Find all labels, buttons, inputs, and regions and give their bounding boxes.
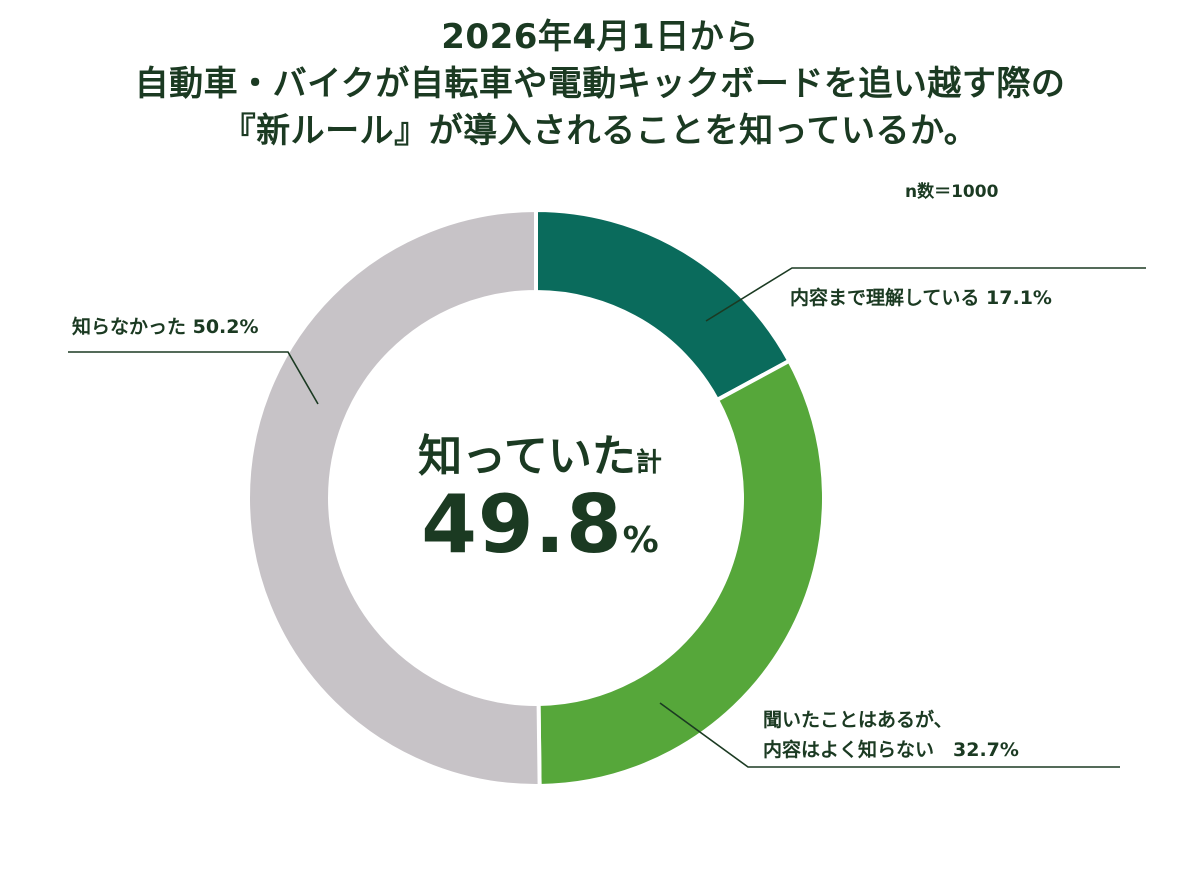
chart-title: 2026年4月1日から 自動車・バイクが自転車や電動キックボードを追い越す際の … [0,14,1200,155]
chart-title-line-1: 2026年4月1日から [441,17,759,57]
donut-slices [246,207,826,789]
slice-detail [534,207,792,403]
center-label-suffix: 計 [635,448,662,478]
chart-title-line-2: 自動車・バイクが自転車や電動キックボードを追い越す際の [134,64,1066,104]
sample-size-note: n数＝1000 [905,182,999,202]
label-detail: 内容まで理解している 17.1% [790,287,1052,309]
leader-line-unaware [68,351,319,405]
slice-heard [536,358,826,789]
chart-title-line-3: 『新ルール』が導入されることを知っているか。 [221,111,979,151]
label-heard-line-1: 聞いたことはあるが、 [763,709,953,731]
leader-line-detail [705,267,1146,322]
label-heard-line-2: 内容はよく知らない 32.7% [763,739,1019,761]
leader-lines [68,267,1146,768]
slice-unaware [246,207,542,788]
center-value: 49.8% [390,478,690,571]
center-label: 知っていた計 [405,420,675,484]
center-label-main: 知っていた [418,431,636,482]
leader-line-heard [659,702,1120,768]
center-value-number: 49.8 [421,478,623,571]
label-unaware: 知らなかった 50.2% [72,316,259,338]
center-value-unit: % [622,520,659,561]
